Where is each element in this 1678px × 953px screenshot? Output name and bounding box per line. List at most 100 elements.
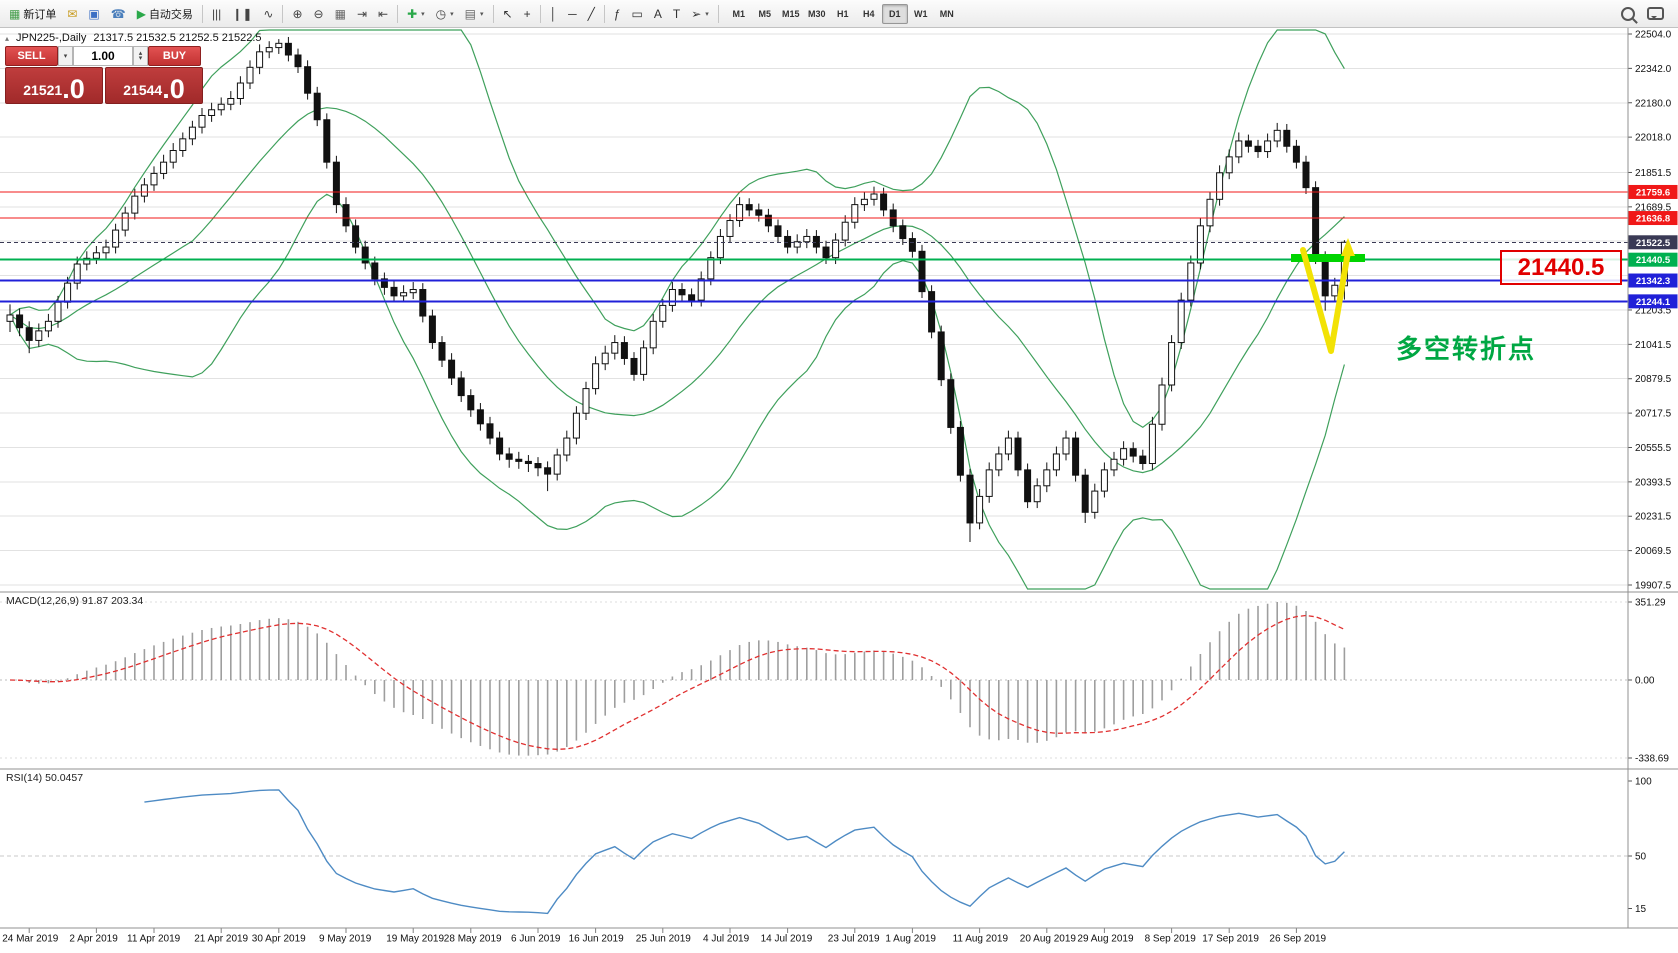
svg-text:16 Jun 2019: 16 Jun 2019 <box>569 934 624 945</box>
svg-text:30 Apr 2019: 30 Apr 2019 <box>252 934 306 945</box>
market-watch-button[interactable]: ▣ <box>83 3 104 25</box>
timeframe-m30[interactable]: M30 <box>804 4 830 24</box>
support-button[interactable]: ☎ <box>106 3 131 25</box>
fibonacci-icon: ƒ <box>613 6 621 21</box>
timeframe-mn[interactable]: MN <box>934 4 960 24</box>
svg-text:100: 100 <box>1635 777 1652 788</box>
timeframe-m15[interactable]: M15 <box>778 4 804 24</box>
axis-layer <box>28 33 1632 933</box>
timeframe-w1[interactable]: W1 <box>908 4 934 24</box>
zoom-in-icon: ⊕ <box>292 6 303 21</box>
svg-text:-338.69: -338.69 <box>1635 754 1669 765</box>
bar-chart-button[interactable]: ||| <box>207 3 226 25</box>
mail-icon: ✉ <box>67 6 78 21</box>
periods-button[interactable]: ◷ ▾ <box>431 3 459 25</box>
rsi-name: RSI(14) <box>6 772 43 784</box>
market-watch-icon: ▣ <box>88 6 100 21</box>
volume-stepper[interactable]: ▴ ▾ <box>133 46 148 66</box>
new-order-button[interactable]: ▦ 新订单 <box>4 3 61 25</box>
autotrading-button[interactable]: ▶ 自动交易 <box>132 3 198 25</box>
support-icon: ☎ <box>110 6 126 21</box>
caret-up-icon: ▴ <box>138 50 143 57</box>
svg-text:22504.0: 22504.0 <box>1635 30 1672 41</box>
svg-text:20555.5: 20555.5 <box>1635 443 1672 454</box>
svg-text:25 Jun 2019: 25 Jun 2019 <box>636 934 691 945</box>
horizontal-line-icon: ─ <box>568 6 577 21</box>
timeframe-h4[interactable]: H4 <box>856 4 882 24</box>
trade-prices-row: 21521.0 21544.0 <box>5 67 203 104</box>
svg-text:20879.5: 20879.5 <box>1635 374 1672 385</box>
svg-text:26 Sep 2019: 26 Sep 2019 <box>1269 934 1326 945</box>
zoom-in-button[interactable]: ⊕ <box>287 3 307 25</box>
arrow-up-icon <box>1341 238 1355 256</box>
horizontal-line-button[interactable]: ─ <box>563 3 582 25</box>
sell-price-panel[interactable]: 21521.0 <box>5 67 103 104</box>
vertical-line-icon: │ <box>549 6 558 21</box>
trade-controls-row: SELL ▾ ▴▾ BUY <box>5 46 203 66</box>
caret-down-icon: ▾ <box>63 52 68 60</box>
collapse-pane-icon[interactable]: ▴ <box>5 33 10 43</box>
new-order-button-label: 新订单 <box>23 8 57 21</box>
timeframe-m5[interactable]: M5 <box>752 4 778 24</box>
volume-input[interactable] <box>73 46 133 66</box>
cursor-button[interactable]: ↖ <box>498 3 518 25</box>
bollinger-bands-layer <box>9 29 1345 590</box>
trendline-icon: ╱ <box>587 6 595 21</box>
auto-scroll-button[interactable]: ⇥ <box>352 3 372 25</box>
label-icon: T <box>672 6 681 21</box>
cursor-icon: ↖ <box>502 6 513 21</box>
crosshair-button[interactable]: + <box>519 3 536 25</box>
buy-button[interactable]: BUY <box>148 46 201 66</box>
price-annotation-box: 21440.5 <box>1500 250 1622 285</box>
timeframe-m1[interactable]: M1 <box>726 4 752 24</box>
toolbar-divider <box>603 4 605 23</box>
svg-text:20 Aug 2019: 20 Aug 2019 <box>1020 934 1077 945</box>
trendline-button[interactable]: ╱ <box>583 3 600 25</box>
toolbar-divider <box>282 4 284 23</box>
symbol-name: JPN225-,Daily <box>16 32 87 44</box>
svg-text:23 Jul 2019: 23 Jul 2019 <box>828 934 880 945</box>
zoom-out-button[interactable]: ⊖ <box>309 3 329 25</box>
svg-text:19 May 2019: 19 May 2019 <box>386 934 444 945</box>
svg-text:21689.5: 21689.5 <box>1635 202 1672 213</box>
text-button[interactable]: A <box>649 3 667 25</box>
mail-button[interactable]: ✉ <box>62 3 82 25</box>
candlestick-chart-button[interactable]: ❙❚ <box>227 3 257 25</box>
vertical-line-button[interactable]: │ <box>545 3 563 25</box>
chat-icon[interactable] <box>1647 7 1664 20</box>
rsi-layer <box>144 789 1345 915</box>
autotrading-icon: ▶ <box>136 6 146 21</box>
arrows-button[interactable]: ➢ ▾ <box>686 3 714 25</box>
shapes-button[interactable]: ▭ <box>627 3 648 25</box>
arrows-icon: ➢ <box>691 6 702 21</box>
tile-windows-button[interactable]: ▦ <box>330 3 351 25</box>
timeframe-d1[interactable]: D1 <box>881 3 908 24</box>
templates-button[interactable]: ▤ ▾ <box>460 3 489 25</box>
macd-layer <box>9 602 1346 756</box>
turning-point-annotation: 多空转折点 <box>1396 334 1537 364</box>
svg-text:29 Aug 2019: 29 Aug 2019 <box>1077 934 1134 945</box>
indicators-button[interactable]: ✚ ▾ <box>402 3 430 25</box>
chart-shift-button[interactable]: ⇤ <box>373 3 393 25</box>
svg-text:20069.5: 20069.5 <box>1635 546 1672 557</box>
line-chart-button[interactable]: ∿ <box>258 3 278 25</box>
buy-price-base: 21544 <box>123 82 163 98</box>
svg-text:50: 50 <box>1635 852 1647 863</box>
tile-windows-icon: ▦ <box>334 6 346 21</box>
macd-indicator-label: MACD(12,26,9) 91.87 203.34 <box>6 595 143 607</box>
label-button[interactable]: T <box>668 3 685 25</box>
svg-text:21 Apr 2019: 21 Apr 2019 <box>194 934 248 945</box>
indicators-icon: ✚ <box>407 6 418 21</box>
timeframe-h1[interactable]: H1 <box>830 4 856 24</box>
sell-button[interactable]: SELL <box>5 46 58 66</box>
candlestick-chart-icon: ❙❚ <box>232 6 253 21</box>
order-type-dropdown[interactable]: ▾ <box>58 46 73 66</box>
bar-chart-icon: ||| <box>211 6 222 21</box>
svg-text:2 Apr 2019: 2 Apr 2019 <box>69 934 118 945</box>
fibonacci-button[interactable]: ƒ <box>609 3 626 25</box>
candles-layer <box>6 36 1348 543</box>
buy-price-panel[interactable]: 21544.0 <box>105 67 203 104</box>
search-icon[interactable] <box>1621 6 1635 21</box>
svg-text:14 Jul 2019: 14 Jul 2019 <box>761 934 813 945</box>
